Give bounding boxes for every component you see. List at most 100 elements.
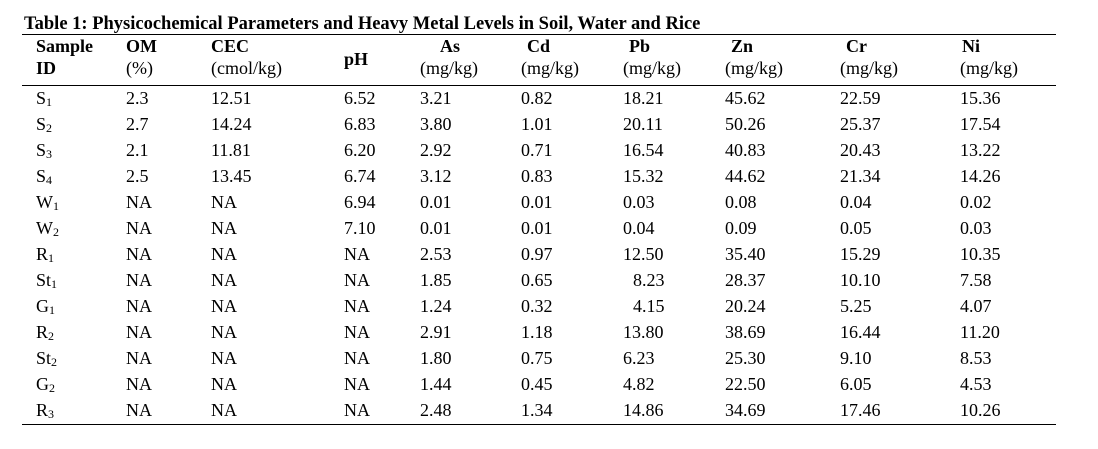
cell-as: 0.01 <box>420 218 452 238</box>
table-caption: Table 1: Physicochemical Parameters and … <box>24 14 701 34</box>
cell-sample-id: W1 <box>36 190 59 214</box>
cell-ph: 6.94 <box>344 192 376 212</box>
cell-ni: 10.26 <box>960 400 1001 420</box>
cell-pb: 14.86 <box>623 400 664 420</box>
sample-id-subscript: 2 <box>51 355 58 369</box>
cell-cr: 5.25 <box>840 296 872 316</box>
cell-as: 1.85 <box>420 270 452 290</box>
sample-id-subscript: 1 <box>46 95 53 109</box>
sample-id-text: W <box>36 218 53 238</box>
top-rule <box>22 34 1056 35</box>
cell-as: 2.91 <box>420 322 452 342</box>
sample-id-subscript: 2 <box>49 381 55 395</box>
sample-id-subscript: 3 <box>46 147 53 161</box>
sample-id-text: S <box>36 140 47 160</box>
cell-ph: NA <box>344 374 370 394</box>
cell-cr: 22.59 <box>840 88 881 108</box>
cell-pb: 15.32 <box>623 166 664 186</box>
cell-cr: 9.10 <box>840 348 872 368</box>
header-cec: CEC (cmol/kg) <box>211 36 282 78</box>
header-ph: pH <box>344 49 369 69</box>
cell-cd: 0.01 <box>521 192 553 212</box>
cell-cec: NA <box>211 192 237 212</box>
cell-sample-id: R1 <box>36 242 54 266</box>
cell-as: 3.80 <box>420 114 452 134</box>
cell-zn: 44.62 <box>725 166 766 186</box>
bottom-rule <box>22 424 1056 425</box>
cell-ph: NA <box>344 400 370 420</box>
cell-as: 2.48 <box>420 400 452 420</box>
cell-cd: 1.34 <box>521 400 553 420</box>
cell-cd: 0.01 <box>521 218 553 238</box>
cell-ni: 0.03 <box>960 218 992 238</box>
cell-sample-id: W2 <box>36 216 59 240</box>
header-om: OM (%) <box>126 36 157 78</box>
cell-sample-id: S1 <box>36 86 52 110</box>
cell-cec: 11.81 <box>211 140 251 160</box>
table-row: G2 NA NA NA 1.44 0.45 4.82 22.50 6.05 4.53 <box>22 372 1056 398</box>
cell-cr: 10.10 <box>840 270 881 290</box>
header-rule <box>22 85 1056 86</box>
header-ni: Ni (mg/kg) <box>960 36 1018 78</box>
cell-ni: 13.22 <box>960 140 1001 160</box>
cell-zn: 28.37 <box>725 270 766 290</box>
sample-id-subscript: 2 <box>46 121 53 135</box>
cell-om: NA <box>126 348 152 368</box>
table-row: G1 NA NA NA 1.24 0.32 4.15 20.24 5.25 4.07 <box>22 294 1056 320</box>
cell-om: 2.7 <box>126 114 149 134</box>
cell-sample-id: R2 <box>36 320 54 344</box>
table-row: R3 NA NA NA 2.48 1.34 14.86 34.69 17.46 10.26 <box>22 398 1056 424</box>
cell-om: NA <box>126 192 152 212</box>
cell-om: NA <box>126 218 152 238</box>
cell-cd: 0.65 <box>521 270 553 290</box>
cell-ph: NA <box>344 322 370 342</box>
cell-cec: NA <box>211 348 237 368</box>
cell-sample-id: G1 <box>36 294 55 318</box>
sample-id-subscript: 1 <box>49 303 55 317</box>
sample-id-text: S <box>36 88 47 108</box>
table-body: S1 2.3 12.51 6.52 3.21 0.82 18.21 45.62 22.59 15.… <box>22 86 1056 424</box>
header-sample-id: Sample ID <box>36 36 94 78</box>
cell-ph: NA <box>344 348 370 368</box>
sample-id-subscript: 2 <box>48 329 55 343</box>
sample-id-text: R <box>36 400 49 420</box>
cell-pb: 12.50 <box>623 244 664 264</box>
cell-ni: 4.53 <box>960 374 992 394</box>
cell-as: 3.21 <box>420 88 452 108</box>
cell-cr: 25.37 <box>840 114 881 134</box>
cell-ni: 10.35 <box>960 244 1001 264</box>
cell-cr: 6.05 <box>840 374 872 394</box>
sample-id-subscript: 2 <box>53 225 59 239</box>
cell-as: 0.01 <box>420 192 452 212</box>
cell-cr: 20.43 <box>840 140 881 160</box>
sample-id-text: G <box>36 374 49 394</box>
sample-id-subscript: 3 <box>48 407 55 421</box>
cell-om: NA <box>126 270 152 290</box>
cell-cd: 0.75 <box>521 348 553 368</box>
cell-om: NA <box>126 244 152 264</box>
cell-om: NA <box>126 296 152 316</box>
cell-pb: 4.15 <box>633 296 665 316</box>
cell-ni: 4.07 <box>960 296 992 316</box>
table-row: W2 NA NA 7.10 0.01 0.01 0.04 0.09 0.05 0.03 <box>22 216 1056 242</box>
sample-id-text: S <box>36 166 47 186</box>
cell-zn: 40.83 <box>725 140 766 160</box>
cell-om: NA <box>126 322 152 342</box>
header-cd: Cd (mg/kg) <box>521 36 579 78</box>
cell-ph: 6.52 <box>344 88 376 108</box>
cell-pb: 6.23 <box>623 348 655 368</box>
cell-cec: NA <box>211 218 237 238</box>
cell-pb: 0.04 <box>623 218 655 238</box>
cell-ni: 17.54 <box>960 114 1001 134</box>
cell-cr: 21.34 <box>840 166 881 186</box>
cell-ph: 6.74 <box>344 166 376 186</box>
cell-cd: 0.71 <box>521 140 553 160</box>
header-cr: Cr (mg/kg) <box>840 36 898 78</box>
table-row: R1 NA NA NA 2.53 0.97 12.50 35.40 15.29 10.35 <box>22 242 1056 268</box>
table-row: S3 2.1 11.81 6.20 2.92 0.71 16.54 40.83 20.43 13.… <box>22 138 1056 164</box>
cell-zn: 50.26 <box>725 114 766 134</box>
table-row: R2 NA NA NA 2.91 1.18 13.80 38.69 16.44 11.20 <box>22 320 1056 346</box>
cell-cr: 0.04 <box>840 192 872 212</box>
table-header: Sample ID OM (%) CEC (cmol/kg) pH As (mg… <box>22 35 1056 85</box>
cell-ph: 6.83 <box>344 114 376 134</box>
